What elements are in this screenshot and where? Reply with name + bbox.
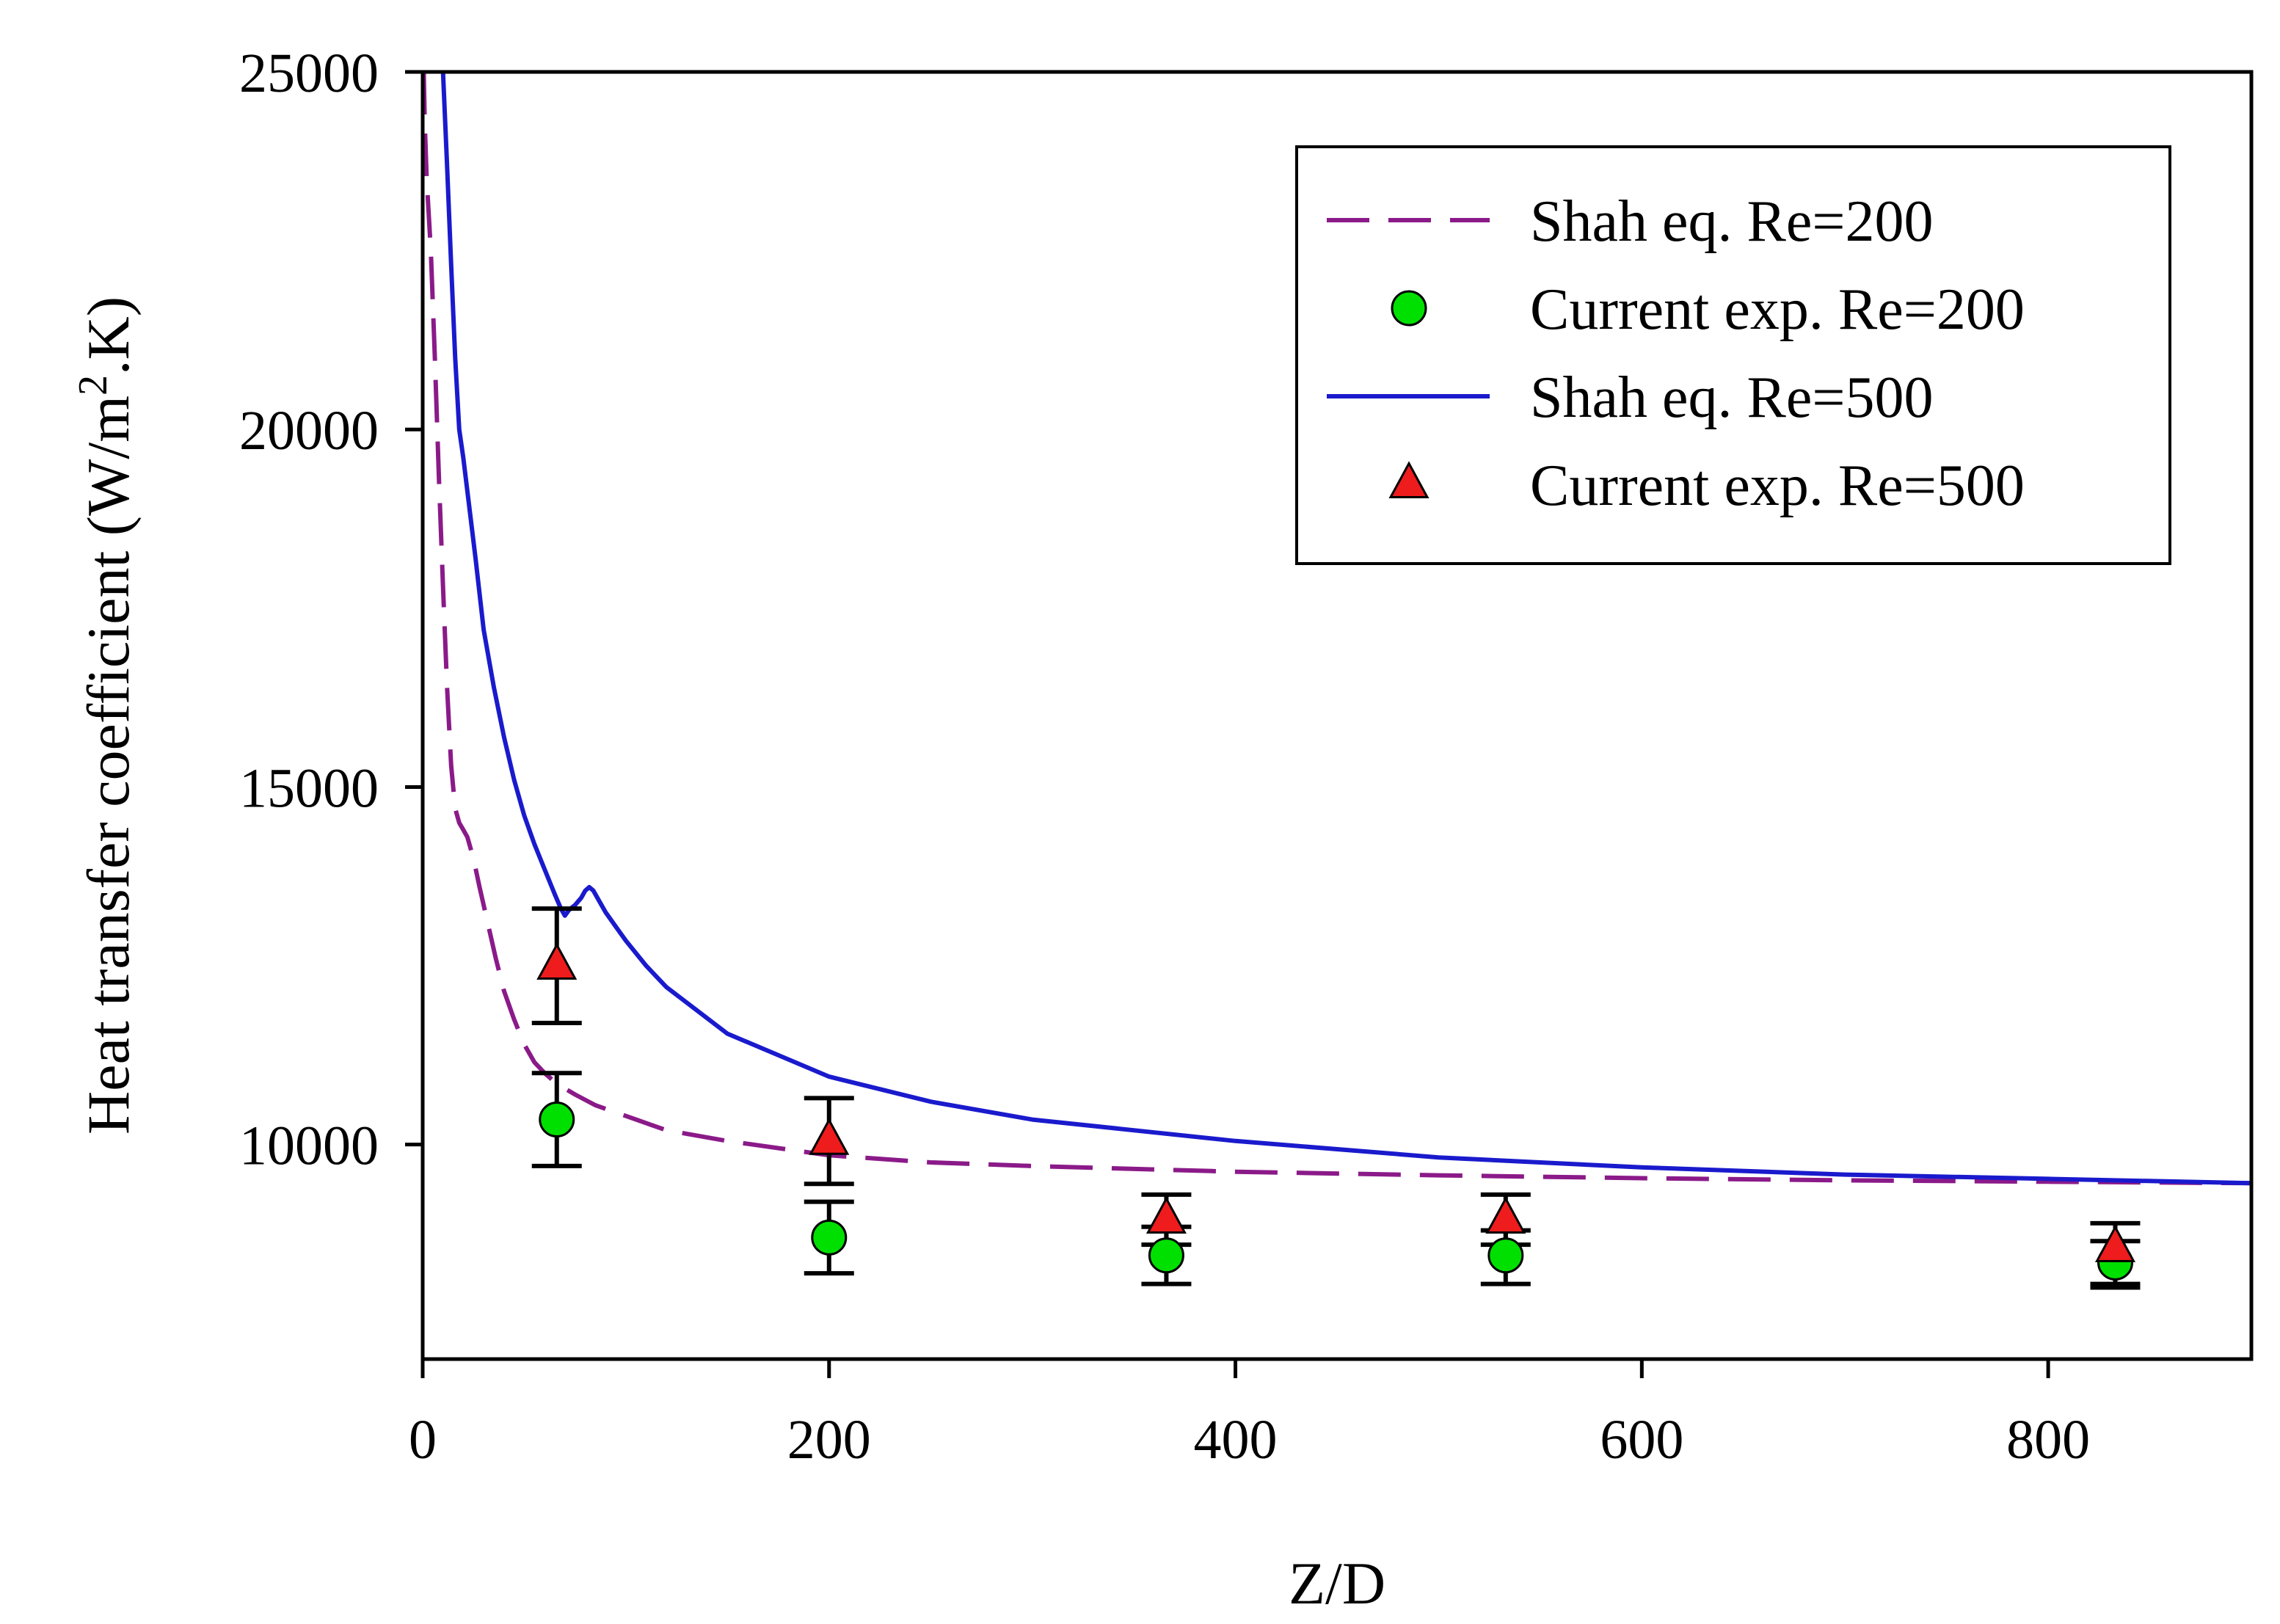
y-tick-label: 25000 (239, 43, 379, 104)
x-axis: 0 200 400 600 800 (409, 1359, 2090, 1471)
legend-label: Current exp. Re=500 (1530, 454, 2025, 518)
x-tick-label: 0 (409, 1409, 437, 1471)
legend-marker-swatch (1388, 461, 1429, 498)
legend-label: Current exp. Re=200 (1530, 277, 2025, 342)
x-tick-label: 400 (1194, 1409, 1278, 1471)
y-axis-title: Heat transfer coefficient (W/m2.K) (70, 296, 142, 1135)
y-axis-title-main: Heat transfer coefficient (W/m (75, 396, 142, 1135)
y-tick-label: 20000 (239, 400, 379, 462)
legend-label: Shah eq. Re=500 (1530, 365, 1934, 430)
series-line (440, 72, 2251, 1186)
x-axis-title: Z/D (1289, 1550, 1385, 1617)
y-tick-label: 10000 (239, 1115, 379, 1177)
data-point (1146, 1196, 1187, 1234)
data-point (2094, 1225, 2136, 1262)
x-tick-label: 600 (1600, 1409, 1683, 1471)
series-line (423, 72, 2251, 1186)
x-tick-label: 800 (2006, 1409, 2090, 1471)
data-point (1485, 1196, 1526, 1234)
legend: Shah eq. Re=200 Current exp. Re=200 Shah e… (1295, 145, 2171, 565)
x-tick-label: 200 (787, 1409, 871, 1471)
data-point (539, 1102, 575, 1138)
marker-layer (536, 942, 2136, 1281)
y-axis: 10000 15000 20000 25000 (239, 43, 423, 1177)
y-axis-title-superscript: 2 (70, 375, 116, 396)
y-axis-title-tail: .K) (75, 296, 142, 375)
data-point (536, 942, 578, 980)
data-point (1487, 1237, 1524, 1274)
data-point (811, 1219, 848, 1256)
legend-frame (1295, 145, 2171, 565)
data-point (1148, 1237, 1184, 1274)
y-tick-label: 15000 (239, 757, 379, 819)
series-layer (423, 72, 2251, 1186)
data-point (809, 1118, 850, 1155)
plot-area-frame (420, 70, 2254, 1361)
legend-label: Shah eq. Re=200 (1530, 189, 1934, 254)
legend-marker-swatch (1391, 290, 1427, 327)
